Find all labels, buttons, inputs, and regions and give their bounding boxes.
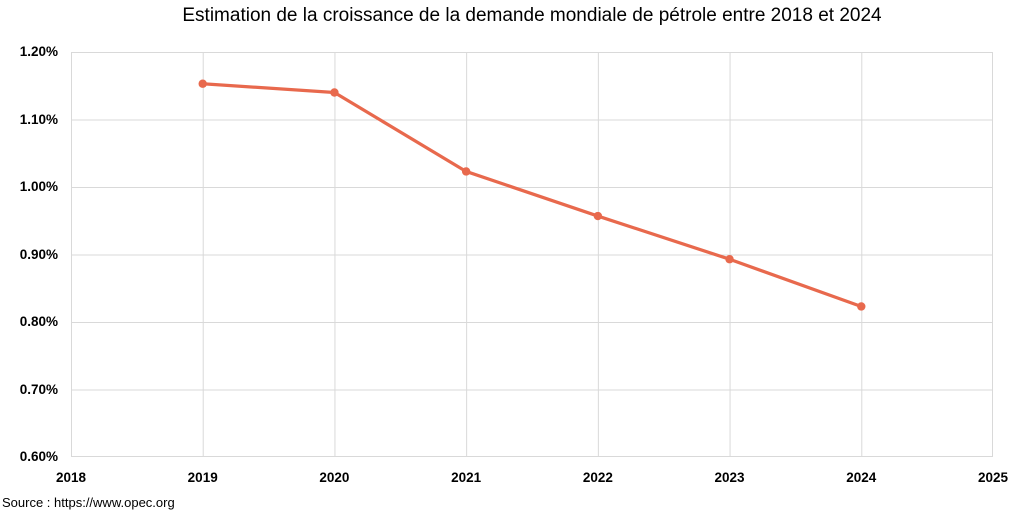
x-tick-label: 2021 — [451, 470, 482, 485]
source-note: Source : https://www.opec.org — [2, 495, 175, 510]
gridlines — [71, 52, 993, 457]
data-point-2023 — [725, 255, 734, 264]
y-tick-label: 0.80% — [19, 314, 58, 329]
data-point-2022 — [593, 211, 603, 221]
y-tick-label: 0.90% — [19, 246, 58, 262]
x-tick-label: 2022 — [582, 470, 613, 485]
plot-area — [71, 52, 993, 457]
data-point-2021 — [461, 167, 471, 176]
y-tick-label: 0.70% — [19, 381, 58, 397]
x-tick-label: 2019 — [187, 470, 218, 485]
x-tick-label: 2018 — [55, 470, 87, 485]
plot-border — [71, 52, 993, 457]
x-tick-label: 2025 — [977, 470, 1009, 485]
demand-growth-line — [201, 82, 863, 309]
y-tick-label: 1.10% — [19, 111, 58, 127]
data-point-2020 — [330, 88, 339, 97]
chart-title: Estimation de la croissance de la demand… — [182, 5, 882, 26]
x-tick-label: 2023 — [714, 470, 745, 485]
x-tick-label: 2020 — [319, 470, 350, 485]
data-point-2024 — [857, 302, 866, 311]
y-tick-label: 1.20% — [19, 44, 58, 59]
y-tick-label: 0.60% — [19, 449, 58, 464]
data-point-2019 — [198, 79, 207, 88]
y-tick-label: 1.00% — [19, 179, 58, 194]
x-tick-label: 2024 — [846, 470, 877, 485]
